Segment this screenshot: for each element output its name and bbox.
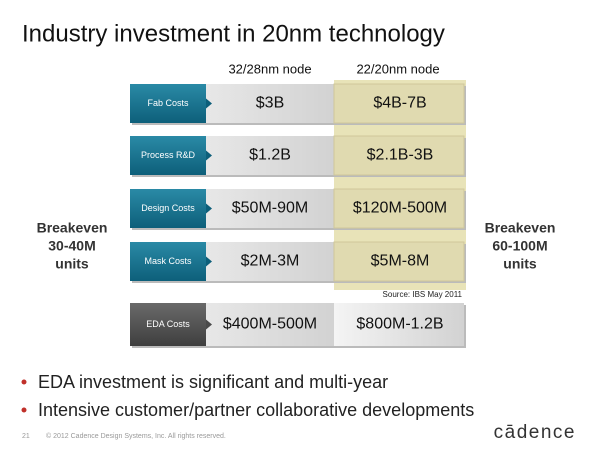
column-header: 22/20nm node: [356, 61, 439, 76]
breakeven-text: units: [503, 256, 537, 272]
source-note: Source: IBS May 2011: [383, 290, 463, 299]
row-label-box: [130, 189, 206, 228]
row-right: [333, 241, 465, 282]
breakeven-text: 30-40M: [48, 238, 95, 254]
copyright: © 2012 Cadence Design Systems, Inc. All …: [46, 432, 226, 440]
row-label-box: [130, 303, 206, 346]
breakeven-text: Breakeven: [485, 220, 556, 236]
breakeven-text: 60-100M: [492, 238, 547, 254]
row-right: [334, 303, 464, 346]
row-value: $50M-90M: [232, 200, 308, 217]
row-label: Fab Costs: [147, 98, 189, 108]
row-right: [333, 83, 465, 124]
row-arrow: [206, 203, 212, 214]
row-value: $800M-1.2B: [356, 316, 443, 333]
column-header: 32/28nm node: [228, 61, 311, 76]
bullet: Intensive customer/partner collaborative…: [38, 400, 474, 420]
row-value: $400M-500M: [223, 316, 317, 333]
logo: cādence: [494, 422, 576, 443]
bullet-dot: [21, 407, 27, 413]
slide-title: Industry investment in 20nm technology: [22, 20, 445, 47]
row-label-box: [130, 242, 206, 281]
row-right: [333, 135, 465, 176]
breakeven-text: Breakeven: [37, 220, 108, 236]
row-value: $2M-3M: [241, 253, 300, 270]
bullet-dot: [21, 379, 27, 385]
row-value: $5M-8M: [371, 253, 430, 270]
row-arrow: [206, 319, 212, 330]
row-value: $2.1B-3B: [367, 147, 434, 164]
row-right: [333, 188, 465, 229]
row-label-box: [130, 136, 206, 175]
row-label: Design Costs: [141, 203, 195, 213]
row-label-box: [130, 84, 206, 123]
row-value: $120M-500M: [353, 200, 447, 217]
row-arrow: [206, 98, 212, 109]
row-value: $1.2B: [249, 147, 291, 164]
row-value: $4B-7B: [373, 95, 426, 112]
row-label: EDA Costs: [146, 319, 190, 329]
row-value: $3B: [256, 95, 284, 112]
row-arrow: [206, 150, 212, 161]
row-label: Mask Costs: [144, 256, 192, 266]
row-arrow: [206, 256, 212, 267]
row-label: Process R&D: [141, 150, 196, 160]
page-number: 21: [22, 433, 30, 440]
bullet: EDA investment is significant and multi-…: [38, 372, 388, 392]
breakeven-text: units: [55, 256, 89, 272]
